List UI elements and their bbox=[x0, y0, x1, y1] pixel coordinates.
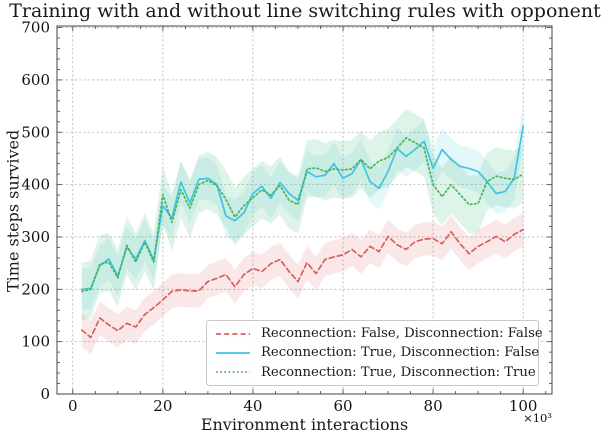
y-axis-label: Time steps survived bbox=[3, 129, 23, 292]
x-axis-offset-label: ×10³ bbox=[523, 411, 552, 425]
x-tick-label: 100 bbox=[509, 397, 538, 415]
x-tick-label: 40 bbox=[243, 397, 262, 415]
y-tick-label: 700 bbox=[21, 19, 50, 37]
legend-item: Reconnection: False, Disconnection: Fals… bbox=[213, 324, 543, 343]
legend-label: Reconnection: True, Disconnection: True bbox=[261, 364, 536, 380]
cyan-solid-line-icon bbox=[216, 352, 250, 354]
y-tick-label: 200 bbox=[21, 280, 50, 298]
y-tick-label: 500 bbox=[21, 123, 50, 141]
red-dashed-line-icon bbox=[216, 332, 250, 335]
chart-title: Training with and without line switching… bbox=[9, 0, 601, 22]
y-tick-label: 300 bbox=[21, 228, 50, 246]
green-dotted-line-icon bbox=[216, 371, 250, 374]
x-tick-label: 20 bbox=[153, 397, 172, 415]
x-tick-label: 0 bbox=[68, 397, 78, 415]
legend-item: Reconnection: True, Disconnection: False bbox=[213, 343, 539, 362]
y-tick-label: 400 bbox=[21, 176, 50, 194]
x-tick-label: 60 bbox=[333, 397, 352, 415]
legend-item: Reconnection: True, Disconnection: True bbox=[213, 363, 536, 382]
y-tick-label: 600 bbox=[21, 71, 50, 89]
x-tick-label: 80 bbox=[424, 397, 443, 415]
y-tick-label: 100 bbox=[21, 333, 50, 351]
y-tick-label: 0 bbox=[40, 385, 50, 403]
legend: Reconnection: False, Disconnection: Fals… bbox=[206, 320, 543, 386]
legend-label: Reconnection: True, Disconnection: False bbox=[261, 345, 540, 361]
x-axis-label: Environment interactions bbox=[200, 415, 409, 434]
legend-label: Reconnection: False, Disconnection: Fals… bbox=[261, 326, 543, 342]
